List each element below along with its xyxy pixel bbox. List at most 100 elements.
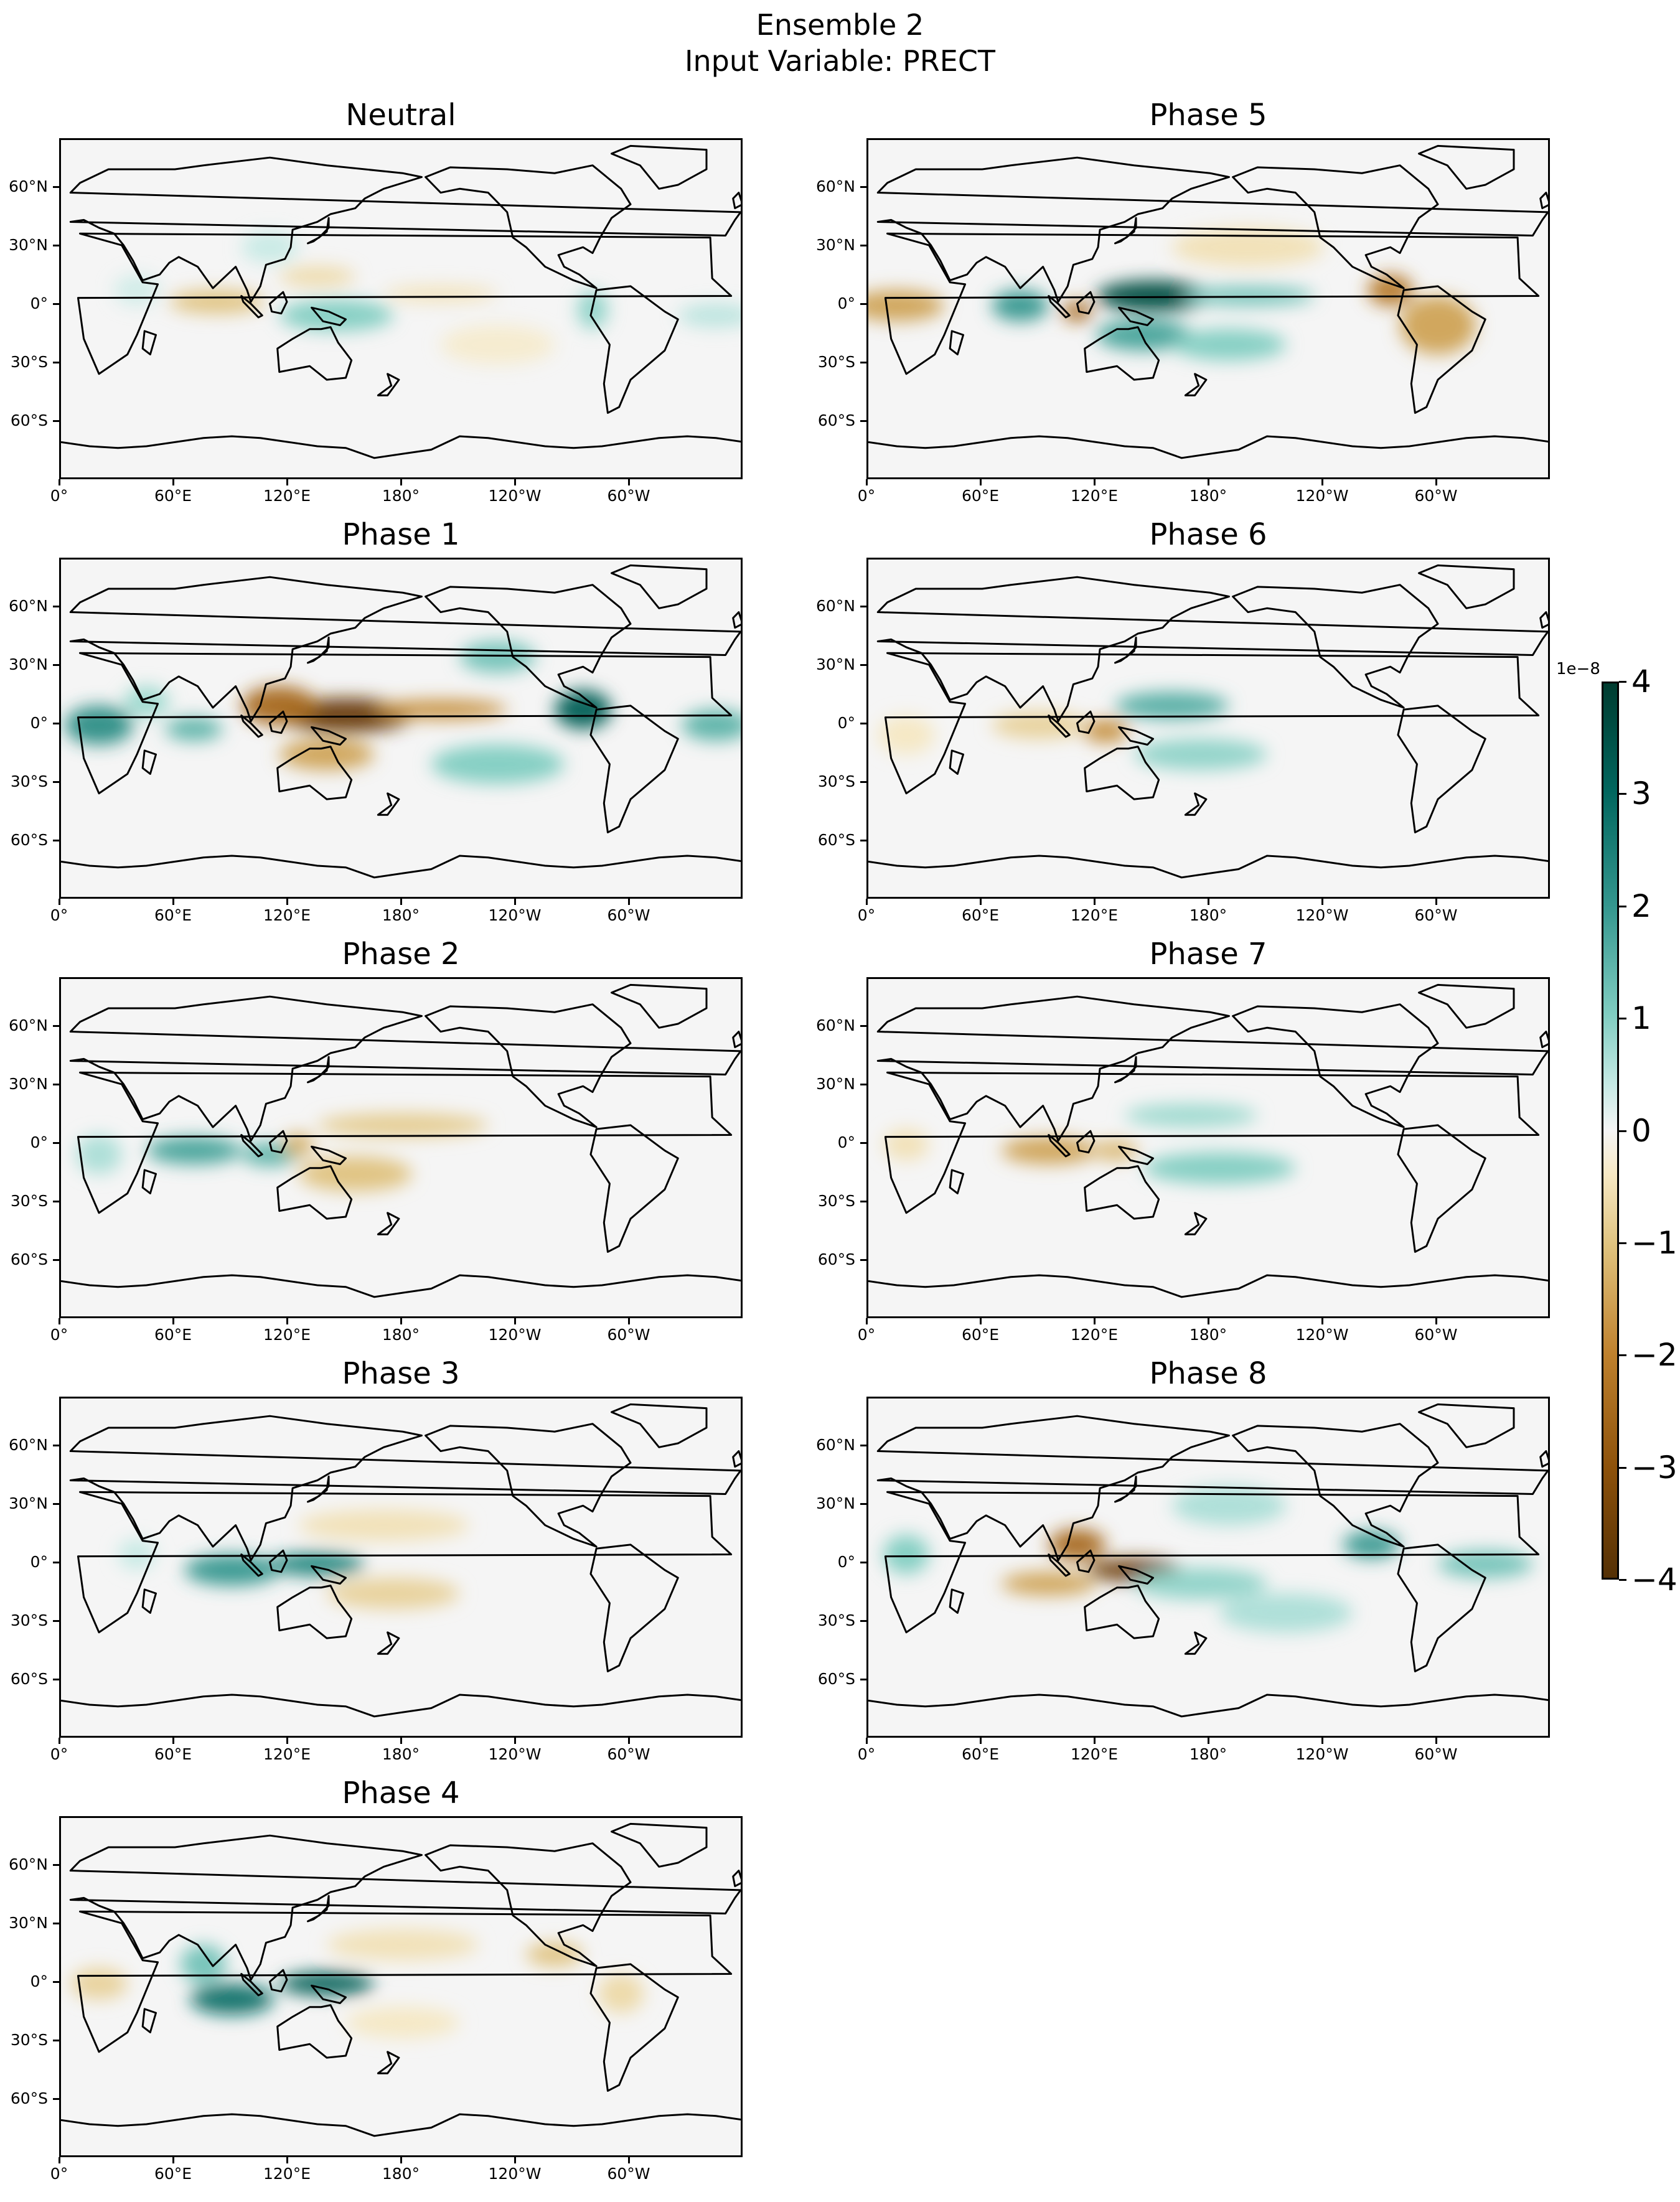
- colorbar-tick-label: 4: [1631, 663, 1651, 700]
- y-tick: [53, 1620, 59, 1623]
- colorbar-tick: [1619, 681, 1626, 683]
- anomaly-blob: [279, 1972, 375, 1995]
- panel-title: Phase 1: [342, 517, 460, 552]
- anomaly-blob: [65, 705, 133, 745]
- x-tick: [400, 1738, 402, 1744]
- panel-title: Phase 7: [1149, 937, 1267, 972]
- y-tick: [53, 420, 59, 423]
- x-tick: [628, 2157, 630, 2163]
- anomaly-blob: [1172, 227, 1324, 267]
- y-tick: [860, 1679, 866, 1681]
- anomaly-blob: [298, 1156, 413, 1192]
- x-tick-label: 120°E: [263, 2165, 311, 2183]
- coastline-antarctica: [61, 855, 741, 879]
- coastline-antarctica: [868, 1274, 1548, 1298]
- coastline: [1418, 144, 1515, 190]
- x-tick: [400, 479, 402, 485]
- map-svg: [868, 140, 1548, 477]
- y-tick-label: 0°: [837, 1553, 855, 1572]
- map-panel: [59, 138, 743, 479]
- x-tick-label: 180°: [382, 487, 420, 505]
- x-tick-label: 60°E: [961, 487, 1000, 505]
- coastline: [732, 1031, 741, 1049]
- x-tick-label: 180°: [382, 1326, 420, 1344]
- coastline: [876, 156, 1548, 303]
- coastline: [884, 1071, 1540, 1214]
- y-tick-label: 30°S: [10, 2031, 48, 2050]
- x-tick-label: 60°E: [961, 1745, 1000, 1763]
- x-tick-label: 120°E: [263, 906, 311, 924]
- anomaly-blob: [1219, 1593, 1353, 1633]
- y-tick: [860, 1259, 866, 1262]
- coastline: [141, 1169, 157, 1194]
- panel-title: Phase 2: [342, 937, 460, 972]
- colorbar-tick: [1619, 905, 1626, 907]
- x-tick: [172, 479, 174, 485]
- coastline: [732, 192, 741, 210]
- y-tick-label: 60°S: [10, 411, 48, 430]
- coastline: [884, 232, 1540, 375]
- x-tick: [1321, 479, 1323, 485]
- coastline: [732, 1870, 741, 1888]
- x-tick: [286, 899, 288, 905]
- coastline: [377, 792, 400, 816]
- coastline: [269, 1969, 288, 1993]
- coastline: [1418, 564, 1515, 609]
- y-tick-label: 30°S: [10, 353, 48, 372]
- x-tick-label: 60°E: [154, 1326, 192, 1344]
- y-tick-label: 0°: [837, 294, 855, 313]
- coastline: [1048, 1134, 1071, 1158]
- coastline: [311, 1565, 347, 1585]
- x-tick: [980, 899, 982, 905]
- coastline: [1084, 1585, 1160, 1639]
- anomaly-blob: [1115, 691, 1229, 719]
- anomaly-blob: [279, 739, 375, 771]
- anomaly-blob: [190, 1984, 274, 2015]
- x-tick-label: 60°W: [607, 487, 650, 505]
- y-tick-label: 0°: [30, 1133, 48, 1152]
- colorbar: [1602, 682, 1619, 1580]
- panel-title: Phase 3: [342, 1356, 460, 1391]
- x-tick: [1094, 899, 1096, 905]
- x-tick-label: 60°E: [961, 1326, 1000, 1344]
- anomaly-blob: [270, 1552, 365, 1576]
- anomaly-blob: [598, 1974, 644, 2013]
- y-tick-label: 30°S: [817, 1611, 855, 1630]
- colorbar-tick-label: −4: [1631, 1562, 1678, 1598]
- coastline: [1232, 1003, 1439, 1128]
- coastline: [589, 285, 679, 414]
- anomaly-blob: [241, 232, 299, 263]
- anomaly-blob: [327, 1578, 460, 1609]
- y-tick-label: 60°N: [815, 177, 855, 196]
- coastline: [425, 1423, 632, 1548]
- x-tick-label: 0°: [857, 906, 876, 924]
- y-tick-label: 60°S: [10, 2089, 48, 2108]
- x-tick-label: 120°E: [263, 487, 311, 505]
- coastline: [240, 714, 263, 738]
- coastline: [732, 611, 741, 629]
- colorbar-tick-label: 0: [1631, 1112, 1651, 1149]
- coastline: [69, 576, 741, 723]
- x-tick: [980, 1318, 982, 1324]
- x-tick-label: 180°: [382, 2165, 420, 2183]
- map-panel: [866, 138, 1550, 479]
- anomaly-blob: [345, 2007, 460, 2038]
- coastline: [589, 1544, 679, 1672]
- x-tick-label: 60°W: [607, 1745, 650, 1763]
- coastline: [1184, 792, 1208, 816]
- coastline: [77, 652, 733, 795]
- anomaly-blob: [1438, 1550, 1533, 1578]
- coastline: [1539, 1031, 1548, 1049]
- y-tick-label: 60°N: [8, 177, 48, 196]
- anomaly-blob: [1400, 296, 1476, 355]
- x-tick: [514, 899, 516, 905]
- x-tick-label: 60°E: [154, 1745, 192, 1763]
- y-tick: [860, 245, 866, 247]
- coastline: [1539, 611, 1548, 629]
- coastline: [589, 705, 679, 833]
- anomaly-blob: [878, 715, 935, 755]
- coastline: [377, 373, 400, 396]
- coastline: [377, 1631, 400, 1655]
- y-tick-label: 30°N: [8, 1494, 48, 1513]
- x-tick-label: 60°E: [154, 2165, 192, 2183]
